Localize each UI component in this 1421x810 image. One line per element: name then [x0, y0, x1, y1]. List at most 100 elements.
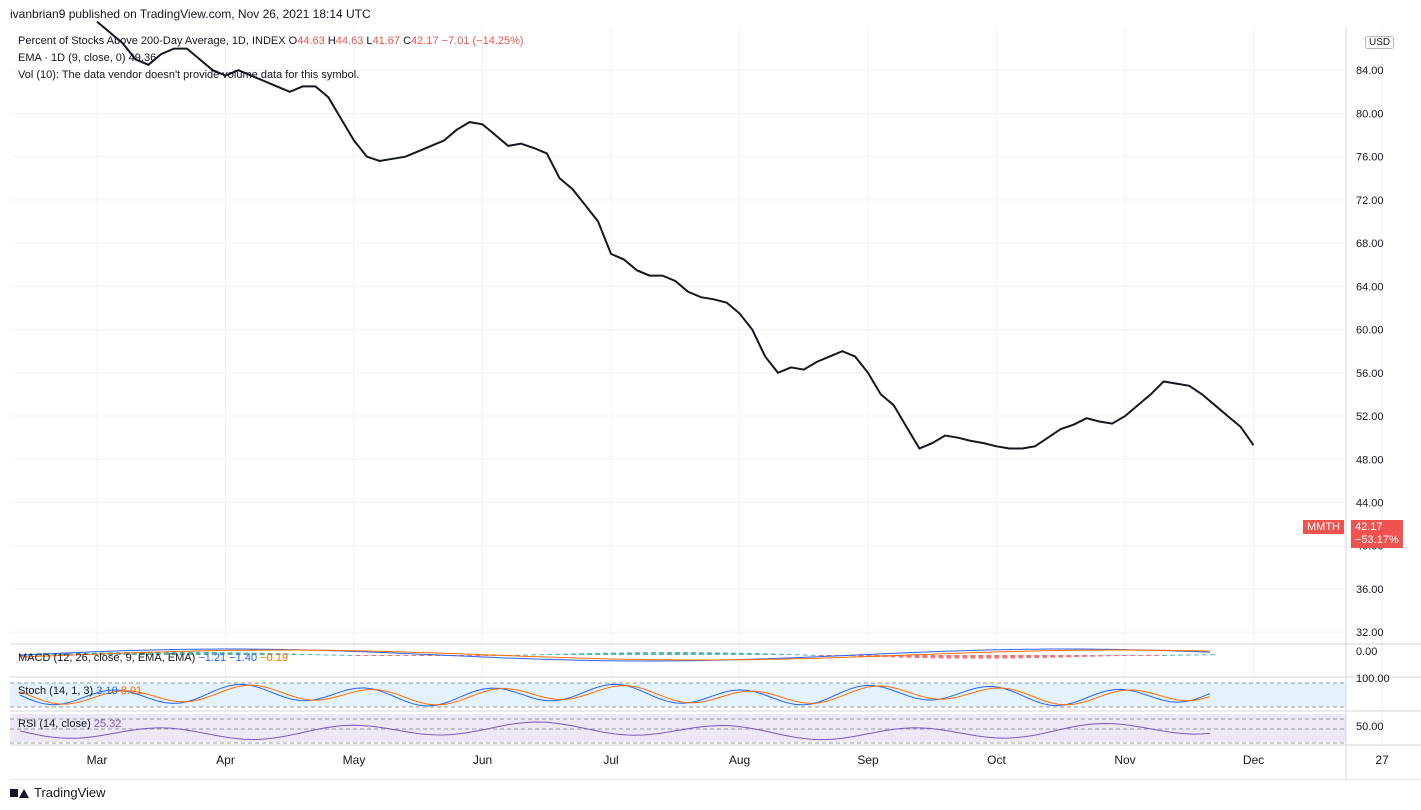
macd-histogram-bar: [363, 655, 369, 656]
rsi-axis-label: 50.00: [1356, 721, 1384, 733]
macd-histogram-bar: [283, 653, 289, 655]
macd-histogram-bar: [235, 652, 241, 655]
stoch-k-line: [19, 683, 1211, 707]
macd-histogram-bar: [1026, 655, 1032, 659]
stoch-axis-label: 100.00: [1356, 673, 1390, 685]
macd-histogram-bar: [331, 654, 337, 656]
macd-histogram-bar: [315, 654, 321, 656]
macd-line: [19, 648, 1211, 662]
x-tick-label: May: [343, 753, 366, 767]
macd-histogram-bar: [802, 654, 808, 656]
macd-histogram-bar: [475, 655, 481, 656]
pane-separators: [10, 643, 1421, 746]
macd-histogram-bar: [395, 655, 401, 656]
macd-histogram-bar: [1098, 655, 1104, 657]
macd-histogram-bar: [866, 655, 872, 657]
macd-histogram-bar: [51, 653, 57, 655]
y-tick-label: 64.00: [1356, 281, 1384, 293]
price-line: [96, 20, 1255, 450]
macd-histogram-bar: [1138, 655, 1144, 656]
macd-legend: MACD (12, 26, close, 9, EMA, EMA) −1.21 …: [18, 652, 288, 664]
macd-histogram-bar: [251, 652, 257, 655]
open-value: 44.63: [297, 35, 325, 47]
macd-histogram-bar: [123, 652, 129, 655]
y-tick-label: 52.00: [1356, 411, 1384, 423]
macd-histogram-bar: [1130, 655, 1136, 656]
y-tick-label: 48.00: [1356, 454, 1384, 466]
macd-histogram-bar: [67, 653, 73, 655]
indicator-panes: [10, 648, 1346, 744]
macd-histogram-bar: [730, 652, 736, 655]
macd-histogram-bar: [35, 654, 41, 656]
macd-histogram-bar: [139, 651, 145, 655]
macd-histogram-bar: [611, 652, 617, 655]
macd-histogram-bar: [770, 653, 776, 655]
macd-histogram-bar: [347, 654, 353, 656]
macd-histogram-bar: [531, 654, 537, 656]
macd-histogram-bar: [626, 652, 632, 655]
x-tick-label: Apr: [216, 753, 235, 767]
time-axis: Mar Apr May Jun Jul Aug Sep Oct Nov Dec 27: [10, 753, 1421, 780]
macd-histogram-bar: [1002, 655, 1008, 659]
publisher-line: ivanbrian9 published on TradingView.com,…: [10, 7, 371, 21]
macd-histogram-bar: [515, 654, 521, 656]
ema-line: EMA · 1D (9, close, 0) 49.36: [18, 52, 157, 64]
macd-histogram-bar: [539, 654, 545, 656]
macd-histogram-bar: [267, 653, 273, 655]
macd-histogram-bar: [43, 654, 49, 656]
macd-histogram-bar: [698, 652, 704, 655]
symbol-tag: MMTH: [1303, 520, 1344, 534]
footer[interactable]: TradingView: [10, 785, 106, 800]
macd-histogram-bar: [595, 652, 601, 655]
macd-histogram-bar: [1114, 655, 1120, 657]
x-tick-label: Dec: [1243, 753, 1264, 767]
macd-histogram-bar: [259, 652, 265, 655]
macd-histogram-bar: [666, 652, 672, 655]
currency-label[interactable]: USD: [1365, 36, 1395, 49]
macd-histogram-bar: [890, 655, 896, 658]
y-tick-label: 36.00: [1356, 584, 1384, 596]
x-tick-label: Jun: [473, 753, 492, 767]
symbol-desc: Percent of Stocks Above 200-Day Average,…: [18, 35, 286, 47]
y-tick-label: 76.00: [1356, 152, 1384, 164]
macd-histogram-bar: [227, 652, 233, 655]
macd-histogram-bar: [994, 655, 1000, 659]
macd-histogram-bar: [634, 652, 640, 655]
macd-histogram-bar: [1090, 655, 1096, 657]
macd-histogram-bar: [171, 651, 177, 655]
macd-histogram-bar: [355, 655, 361, 656]
macd-histogram-bar: [243, 652, 249, 655]
macd-histogram-bar: [650, 652, 656, 655]
chart-area[interactable]: 84.00 80.00 76.00 72.00 68.00 64.00 60.00 56.00…: [0, 0, 1421, 780]
macd-histogram-bar: [1170, 654, 1176, 656]
macd-histogram-bar: [467, 655, 473, 656]
macd-histogram-bar: [27, 654, 33, 656]
macd-histogram-bar: [155, 651, 161, 655]
y-tick-label: 44.00: [1356, 498, 1384, 510]
close-value: 42.17: [411, 35, 439, 47]
macd-histogram-bar: [618, 652, 624, 655]
high-value: 44.63: [335, 35, 364, 47]
macd-histogram-bar: [435, 655, 441, 656]
brand-name: TradingView: [34, 785, 106, 800]
macd-histogram-bar: [323, 654, 329, 656]
macd-histogram-bar: [674, 652, 680, 655]
macd-histogram-bar: [1122, 655, 1128, 656]
macd-histogram-bar: [1050, 655, 1056, 658]
symbol-line: Percent of Stocks Above 200-Day Average,…: [18, 35, 524, 47]
macd-histogram-bar: [59, 653, 65, 655]
ema-value: 49.36: [128, 52, 157, 64]
stoch-d-line: [19, 684, 1211, 706]
macd-signal-line: [19, 649, 1211, 661]
rsi-line: [19, 721, 1211, 741]
macd-histogram-bar: [722, 652, 728, 655]
macd-histogram-bar: [1202, 654, 1208, 656]
macd-histogram-bar: [978, 655, 984, 659]
macd-histogram-bar: [1194, 654, 1200, 656]
macd-histogram-bar: [914, 655, 920, 658]
low-value: 41.67: [372, 35, 401, 47]
x-tick-label: Aug: [729, 753, 750, 767]
macd-histogram-bar: [642, 652, 648, 655]
macd-histogram-bar: [1082, 655, 1088, 657]
macd-histogram-bar: [1042, 655, 1048, 658]
